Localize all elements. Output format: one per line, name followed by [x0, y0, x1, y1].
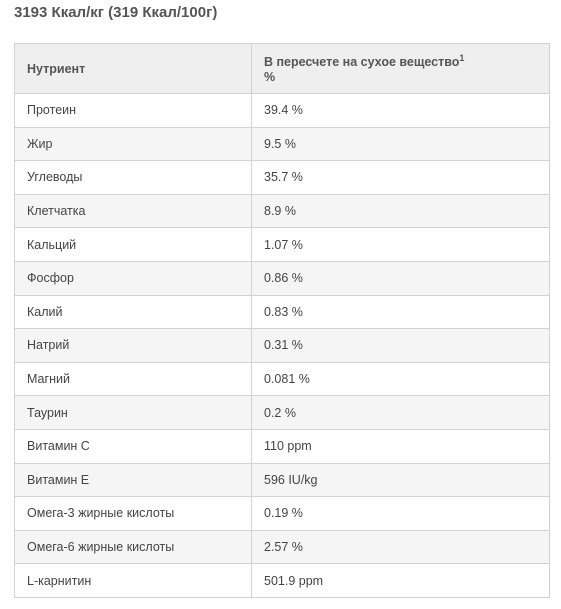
title: 3193 Ккал/кг (319 Ккал/100г): [14, 4, 218, 21]
nutrient-cell: Протеин: [14, 93, 252, 128]
header-cell: В пересчете на сухое вещество1%: [251, 43, 550, 94]
nutrient-cell: Кальций: [14, 227, 252, 262]
value-cell: 110 ppm: [251, 428, 550, 464]
table-row: Жир 9.5 %: [14, 126, 550, 162]
nutrient-cell: Витамин C: [14, 428, 252, 464]
header-row: Нутриент В пересчете на сухое вещество1%: [14, 43, 550, 94]
nutrient-cell: L-карнитин: [14, 563, 252, 598]
value-cell: 1.07 %: [251, 227, 550, 262]
table-row: Магний 0.081 %: [14, 361, 550, 397]
table-row: Кальций 1.07 %: [14, 227, 550, 262]
value-cell: 501.9 ppm: [251, 563, 550, 598]
table-row: Таурин 0.2 %: [14, 395, 550, 430]
value-cell: 0.31 %: [251, 328, 550, 363]
header-text: Нутриент: [27, 61, 86, 76]
header-unit: %: [264, 69, 276, 84]
value-cell: 0.19 %: [251, 496, 550, 531]
nutrient-cell: Омега-3 жирные кислоты: [14, 496, 252, 531]
nutrient-cell: Витамин E: [14, 462, 252, 498]
nutrient-cell: Калий: [14, 294, 252, 330]
value-cell: 39.4 %: [251, 93, 550, 128]
nutrient-cell: Углеводы: [14, 160, 252, 195]
table-body: Протеин 39.4 % Жир 9.5 % Углеводы 35.7 % Клетч…: [14, 93, 550, 598]
nutrient-cell: Жир: [14, 126, 252, 162]
table-row: Калий 0.83 %: [14, 294, 550, 330]
table-row: Омега-6 жирные кислоты 2.57 %: [14, 529, 550, 565]
nutrient-cell: Магний: [14, 361, 252, 397]
value-cell: 0.081 %: [251, 361, 550, 397]
header-cell: Нутриент: [14, 43, 252, 94]
nutrient-cell: Клетчатка: [14, 193, 252, 229]
value-cell: 596 IU/kg: [251, 462, 550, 498]
table-row: Омега-3 жирные кислоты 0.19 %: [14, 496, 550, 531]
table-row: Фосфор 0.86 %: [14, 260, 550, 296]
table-row: L-карнитин 501.9 ppm: [14, 563, 550, 598]
value-cell: 9.5 %: [251, 126, 550, 162]
value-cell: 0.2 %: [251, 395, 550, 430]
nutrient-cell: Натрий: [14, 328, 252, 363]
table-row: Протеин 39.4 %: [14, 93, 550, 128]
value-cell: 2.57 %: [251, 529, 550, 565]
table-row: Витамин C 110 ppm: [14, 428, 550, 464]
value-cell: 0.83 %: [251, 294, 550, 330]
table-row: Витамин E 596 IU/kg: [14, 462, 550, 498]
value-cell: 8.9 %: [251, 193, 550, 229]
table-row: Натрий 0.31 %: [14, 328, 550, 363]
footnote-mark: 1: [459, 53, 465, 64]
nutrient-table: Нутриент В пересчете на сухое вещество1%…: [14, 43, 550, 598]
nutrient-cell: Омега-6 жирные кислоты: [14, 529, 252, 565]
nutrient-cell: Фосфор: [14, 260, 252, 296]
table-row: Углеводы 35.7 %: [14, 160, 550, 195]
nutrient-cell: Таурин: [14, 395, 252, 430]
value-cell: 0.86 %: [251, 260, 550, 296]
table-row: Клетчатка 8.9 %: [14, 193, 550, 229]
value-cell: 35.7 %: [251, 160, 550, 195]
header-text: В пересчете на сухое вещество: [264, 55, 460, 70]
